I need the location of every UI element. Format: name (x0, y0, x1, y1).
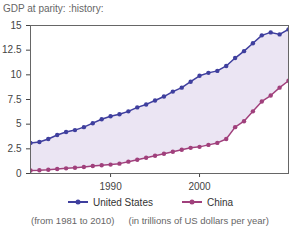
svg-text:12.5: 12.5 (2, 44, 22, 55)
html-text:GDP at parity: :history:: GDP at parity: :history: (3, 3, 104, 14)
svg-text:2.5: 2.5 (8, 143, 22, 154)
svg-text:2000: 2000 (188, 181, 211, 192)
html-text:(from 1981 to 2010): (from 1981 to 2010) (31, 215, 115, 226)
svg-text:7.5: 7.5 (8, 94, 22, 105)
svg-text:5: 5 (16, 118, 22, 129)
svg-text:10: 10 (10, 69, 22, 80)
html-text:(in trillions of US dollars pe: (in trillions of US dollars per year) (128, 215, 269, 226)
html-text:United States: United States (92, 196, 153, 208)
html-text:China: China (207, 196, 234, 208)
svg-text:0: 0 (16, 168, 22, 179)
svg-text:1990: 1990 (99, 181, 122, 192)
svg-text:15: 15 (10, 20, 22, 31)
